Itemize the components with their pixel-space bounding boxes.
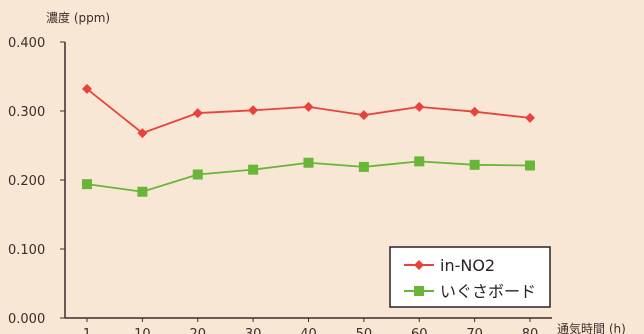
- x-tick-label: 40: [300, 327, 317, 334]
- data-point-series-2: [248, 164, 259, 175]
- data-point-series-1: [358, 110, 369, 121]
- data-point-series-1: [469, 106, 480, 117]
- x-tick-label: 30: [245, 327, 262, 334]
- x-tick-label: 70: [466, 327, 483, 334]
- data-point-series-1: [303, 101, 314, 112]
- y-tick-label: 0.000: [8, 312, 45, 327]
- series-markers: [82, 83, 535, 197]
- x-tick-label: 20: [189, 327, 206, 334]
- data-point-series-2: [358, 161, 369, 172]
- data-point-series-2: [192, 169, 203, 180]
- x-tick-label: 10: [134, 327, 151, 334]
- legend-marker-2: [414, 286, 424, 296]
- x-axis-ticks: 1 10 20 30 40 50 60 70 80: [83, 318, 538, 334]
- x-tick-label: 50: [356, 327, 373, 334]
- y-tick-label: 0.200: [8, 174, 45, 189]
- y-tick-label: 0.100: [8, 243, 45, 258]
- legend-marker-1: [414, 260, 424, 270]
- legend-label-1: in-NO2: [440, 256, 495, 275]
- axes: [64, 42, 552, 319]
- y-tick-label: 0.300: [8, 105, 45, 120]
- legend: in-NO2 いぐさボード: [389, 246, 551, 308]
- data-point-series-2: [137, 186, 148, 197]
- y-tick-label: 0.400: [8, 36, 45, 51]
- data-point-series-2: [303, 157, 314, 168]
- x-tick-label: 1: [83, 327, 91, 334]
- x-axis-label: 通気時間 (h): [557, 321, 626, 334]
- y-axis-ticks: 0.000 0.100 0.200 0.300 0.400: [8, 36, 65, 327]
- x-tick-label: 80: [522, 327, 539, 334]
- data-point-series-2: [82, 179, 92, 190]
- data-point-series-2: [469, 159, 480, 170]
- data-point-series-2: [525, 160, 535, 171]
- data-point-series-1: [192, 108, 203, 119]
- x-tick-label: 60: [411, 327, 428, 334]
- data-point-series-2: [414, 156, 425, 167]
- data-point-series-1: [525, 112, 535, 123]
- data-point-series-1: [137, 128, 148, 139]
- legend-label-2: いぐさボード: [440, 282, 536, 301]
- data-point-series-1: [248, 105, 259, 116]
- data-point-series-1: [82, 83, 92, 94]
- y-axis-label: 濃度 (ppm): [46, 10, 110, 25]
- data-point-series-1: [414, 101, 425, 112]
- legend-box: [389, 246, 551, 308]
